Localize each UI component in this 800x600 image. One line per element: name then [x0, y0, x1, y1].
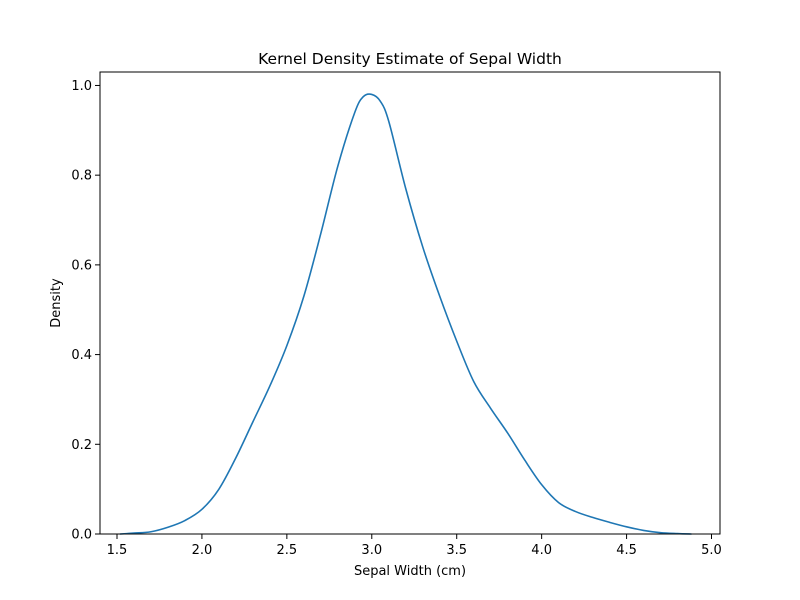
x-tick-label: 1.5: [107, 543, 128, 558]
x-tick-label: 5.0: [701, 543, 722, 558]
y-tick-label: 1.0: [71, 79, 92, 94]
chart-title: Kernel Density Estimate of Sepal Width: [258, 50, 562, 68]
x-tick-label: 4.5: [616, 543, 637, 558]
x-tick-label: 2.5: [277, 543, 298, 558]
y-tick-label: 0.2: [71, 438, 92, 453]
x-tick-label: 2.0: [192, 543, 213, 558]
density-curve: [119, 93, 692, 535]
x-tick-label: 3.0: [361, 543, 382, 558]
y-tick-label: 0.4: [71, 348, 92, 363]
x-tick-label: 4.0: [531, 543, 552, 558]
x-axis-label: Sepal Width (cm): [354, 564, 466, 579]
axes-frame: [99, 71, 721, 535]
x-axis-ticks: 1.5 2.0 2.5 3.0 3.5 4.0 4.5 5.0: [107, 534, 722, 558]
y-tick-label: 0.6: [71, 258, 92, 273]
y-axis-label: Density: [49, 278, 64, 328]
x-tick-label: 3.5: [446, 543, 467, 558]
y-tick-label: 0.8: [71, 169, 92, 184]
y-tick-label: 0.0: [71, 528, 92, 543]
plot-area: [119, 93, 692, 535]
y-axis-ticks: 0.0 0.2 0.4 0.6 0.8 1.0: [71, 79, 100, 543]
